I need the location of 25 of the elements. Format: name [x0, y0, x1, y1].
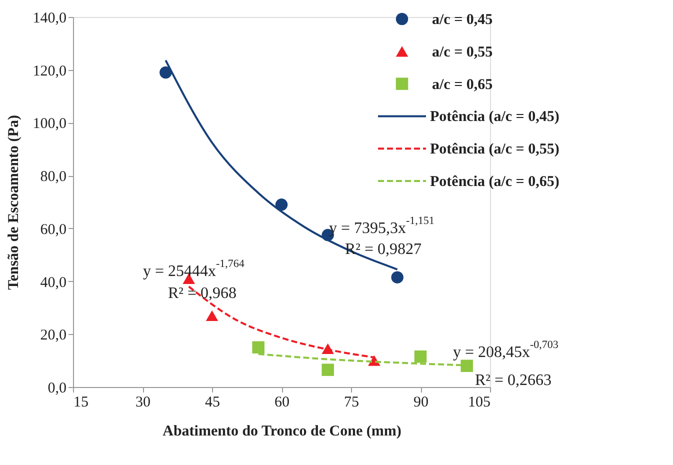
legend-label: Potência (a/c = 0,45) [430, 109, 560, 126]
x-tick-label: 15 [74, 394, 88, 410]
x-tick-label: 45 [205, 394, 220, 410]
y-tick-label: 100,0 [32, 116, 66, 132]
y-tick-label: 40,0 [40, 274, 66, 291]
y-tick-label: 0,0 [48, 380, 66, 396]
x-tick-label: 105 [468, 394, 490, 410]
legend-label: Potência (a/c = 0,55) [430, 142, 560, 158]
x-tick-label: 60 [274, 394, 290, 410]
y-axis-title: Tensão de Escoamento (Pa) [6, 115, 22, 290]
legend-label: a/c = 0,65 [432, 76, 493, 93]
x-tick-label: 30 [136, 394, 150, 410]
y-tick-label: 120,0 [32, 63, 66, 80]
y-tick-label: 20,0 [40, 328, 66, 344]
y-tick-label: 140,0 [32, 10, 66, 26]
y-tick-label: 60,0 [40, 222, 66, 238]
x-tick-label: 90 [414, 394, 428, 410]
x-tick-label: 75 [344, 394, 359, 410]
x-axis-title: Abatimento do Tronco de Cone (mm) [162, 424, 402, 440]
annotation: R² = 0,968 [168, 285, 236, 302]
y-tick-label: 80,0 [40, 169, 66, 186]
legend-label: a/c = 0,55 [432, 44, 493, 60]
legend-label: a/c = 0,45 [432, 12, 493, 28]
annotation: R² = 0,2663 [475, 372, 552, 389]
legend-label: Potência (a/c = 0,65) [430, 174, 560, 190]
